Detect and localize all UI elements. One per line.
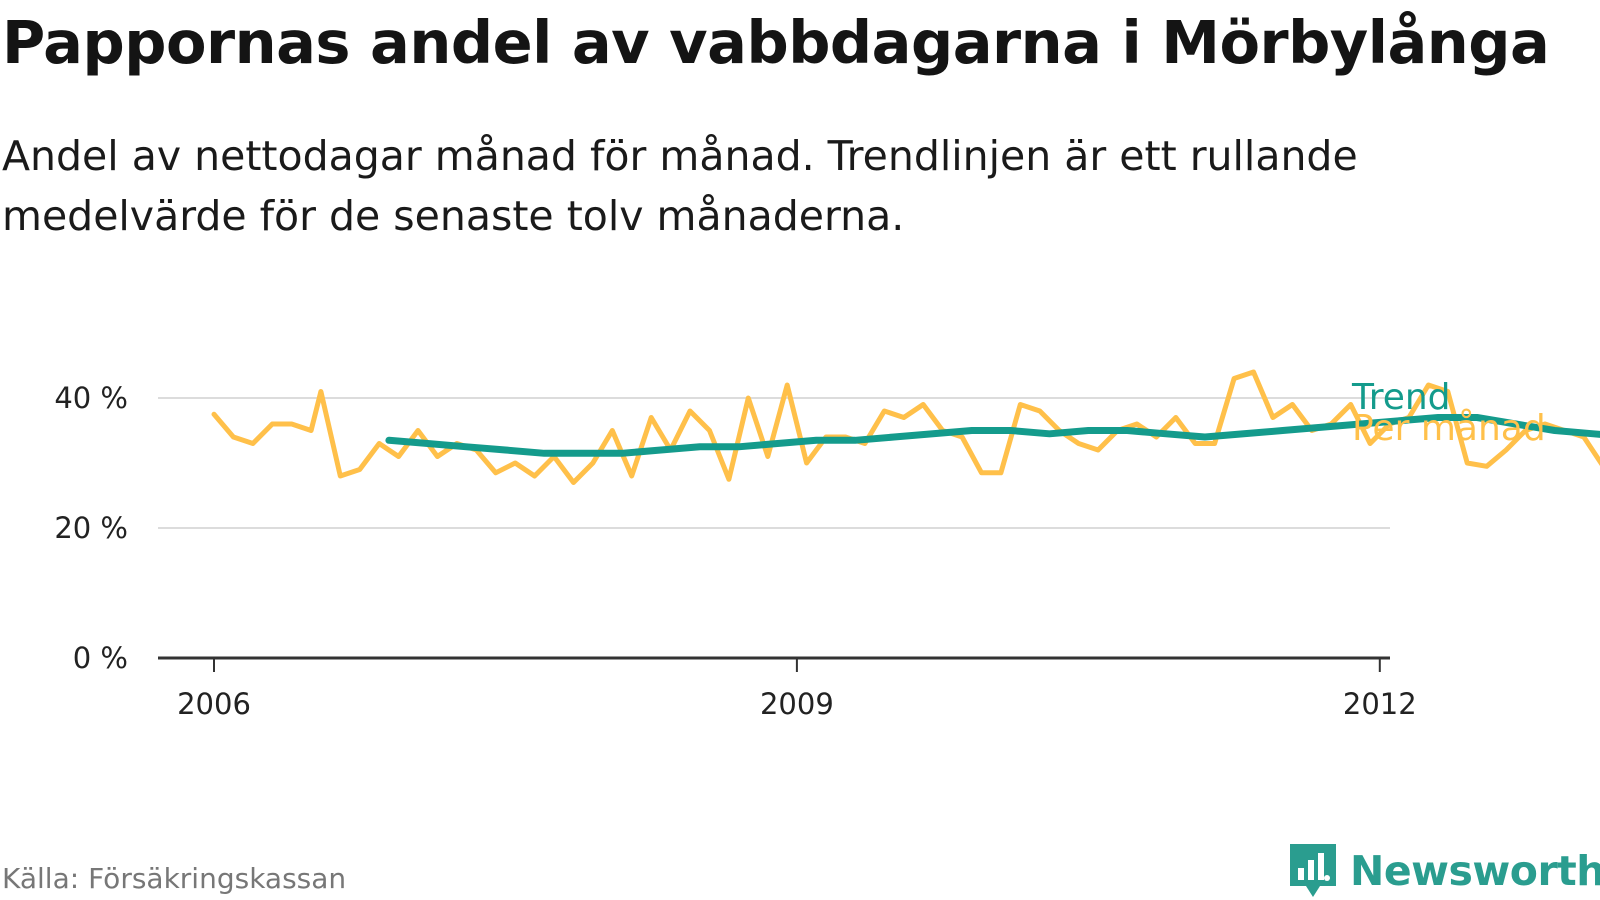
line-chart: 0 %20 %40 %2006200920122015201820212023T…	[54, 369, 1600, 721]
series-line-trend	[385, 414, 1600, 457]
y-tick-label: 20 %	[54, 511, 128, 545]
legend-label-per-manad: Per månad	[1352, 408, 1546, 449]
x-tick-label: 2012	[1343, 687, 1417, 721]
newsworthy-logo-icon	[1290, 844, 1336, 897]
x-tick-label: 2009	[760, 687, 834, 721]
x-tick-label: 2006	[177, 687, 251, 721]
y-tick-label: 0 %	[73, 641, 128, 675]
source-note: Källa: Försäkringskassan	[2, 862, 347, 895]
chart-title: Pappornas andel av vabbdagarna i Mörbylå…	[2, 8, 1550, 77]
brand-logo: Newsworthy	[1288, 842, 1600, 900]
y-tick-label: 40 %	[54, 381, 128, 415]
legend-label-trend: Trend	[1351, 377, 1451, 418]
chart-subtitle: Andel av nettodagar månad för månad. Tre…	[2, 132, 1358, 240]
brand-name: Newsworthy	[1350, 847, 1600, 895]
series-line-per-manad	[211, 369, 1600, 485]
